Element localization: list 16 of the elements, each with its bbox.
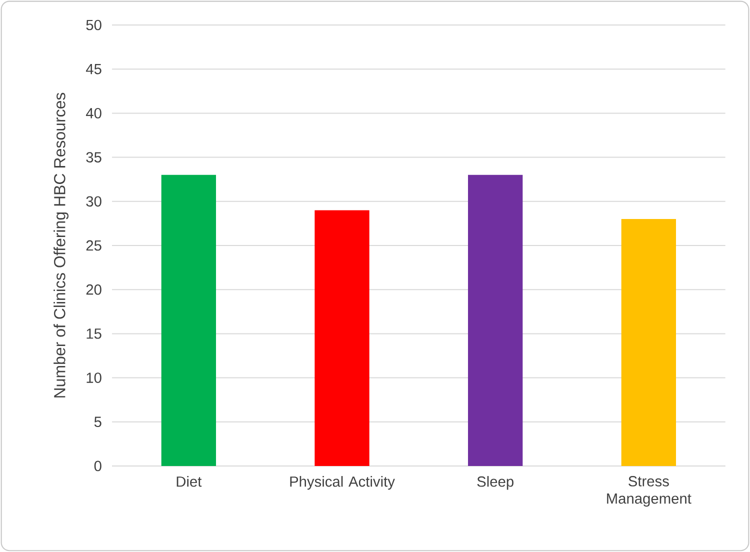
y-axis-title: Number of Clinics Offering HBC Resources	[54, 92, 68, 398]
x-tick-label: Sleep	[477, 476, 514, 490]
y-tick-label: 0	[94, 460, 102, 472]
y-tick-label: 30	[86, 196, 102, 207]
y-tick-label: 10	[86, 372, 102, 383]
y-tick-label: 25	[86, 240, 102, 251]
y-tick-label: 40	[86, 108, 102, 118]
y-tick-label: 15	[86, 328, 102, 339]
x-tick-label: Diet	[176, 476, 202, 487]
y-tick-label: 5	[94, 416, 102, 428]
x-tick-label: Physical Activity	[290, 476, 395, 490]
y-tick-label: 50	[86, 20, 102, 30]
y-tick-label: 45	[86, 64, 102, 74]
x-tick-label: Stress Management	[607, 476, 692, 507]
y-tick-label: 20	[86, 284, 102, 295]
y-tick-label: 35	[86, 152, 102, 162]
